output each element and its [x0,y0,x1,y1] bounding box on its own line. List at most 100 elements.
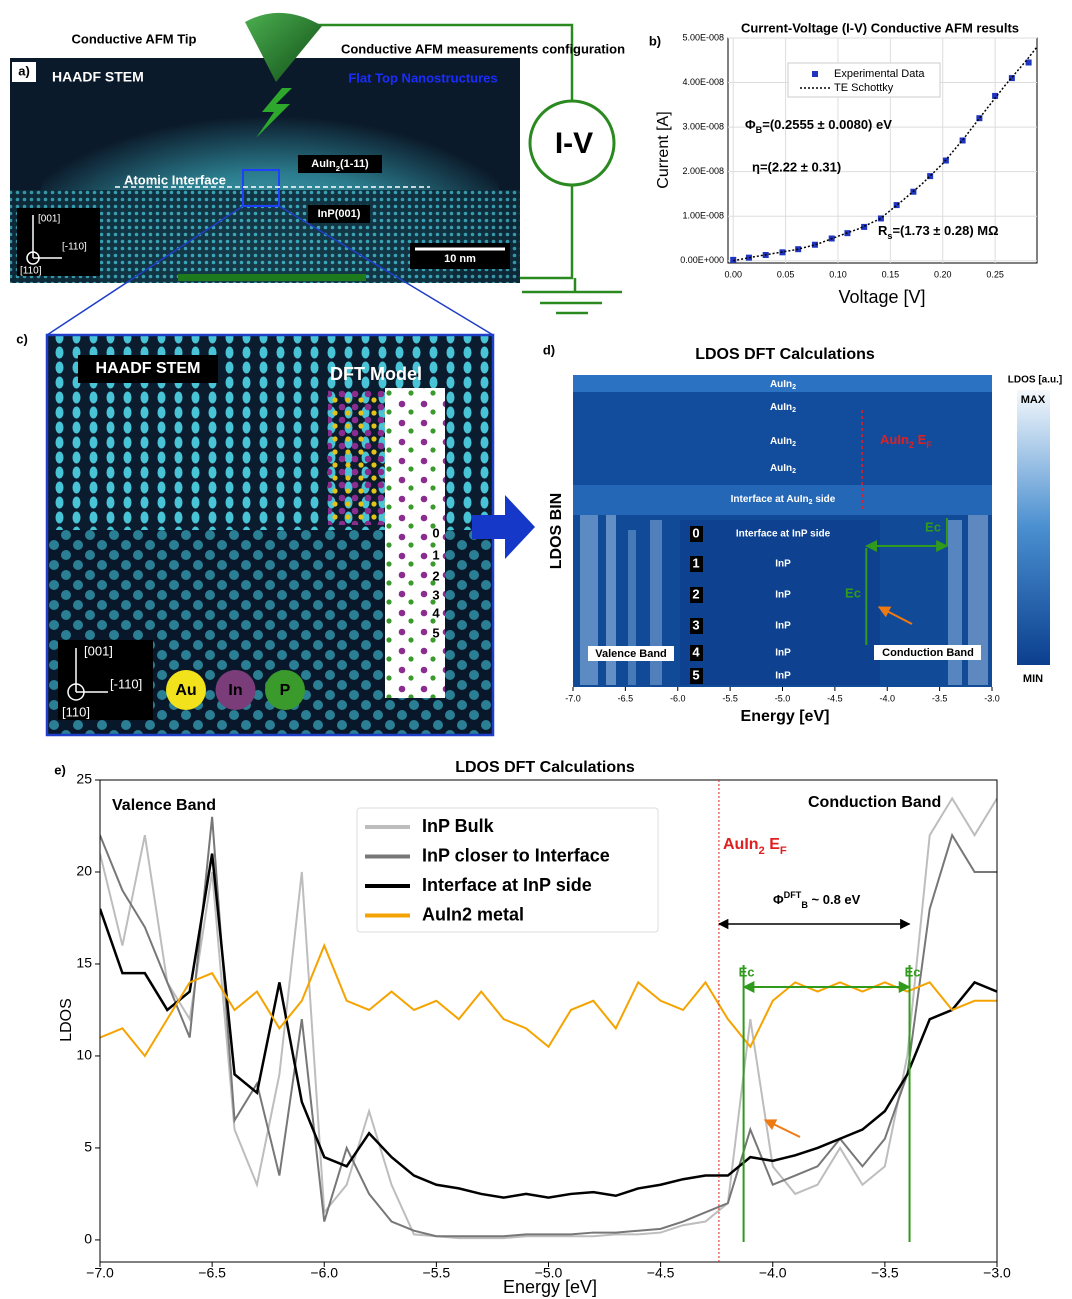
xticks: -6.5 [618,693,634,703]
text-part: Φ [745,117,756,132]
bins: 0 [432,525,439,540]
rows: Interface at AuIn2 side [731,494,836,507]
name: AuIn2 metal [422,904,524,924]
label: 3.00E-008 [682,121,724,131]
label: −3.0 [983,1265,1011,1281]
band-labels: Conduction Band [808,794,941,811]
bin-box [690,668,703,684]
bins: 0 [692,525,699,540]
label: −3.5 [871,1265,899,1281]
yticks: 0 [84,1231,92,1247]
rows: InP [775,559,791,570]
directions: [001] [84,643,113,658]
text-part: 2 [909,440,914,450]
text-part: F [780,845,787,857]
name: InP Bulk [422,816,495,836]
legend-marker [812,71,818,77]
circuit-wire [300,23,577,292]
data-point [959,137,966,144]
y-label: LDOS BIN [548,493,565,569]
yticks: 15 [76,955,92,971]
bin-box [690,587,703,603]
ec-label: Ec [925,519,941,534]
zoom-lines [46,205,494,336]
panel-label: d) [543,342,555,357]
afm-tip [245,12,322,83]
name: Au [175,682,196,699]
text-part: AuIn [770,436,792,447]
x-label: Energy [eV] [741,708,830,725]
orange-arrow [877,606,913,625]
dft-model-top [328,390,385,525]
label-box [298,155,382,173]
element-swatch [166,670,206,710]
text-part: DFT [784,890,802,900]
annotations: η=(2.22 ± 0.31) [752,159,841,174]
ec-label: Ec [905,964,921,979]
rows: InP [775,621,791,632]
bins: 2 [692,586,699,601]
directions: [-110] [62,242,87,253]
annotations: Rs=(1.73 ± 0.28) MΩ [878,223,999,241]
colorbar [1017,390,1050,665]
tip-label: Conductive AFM Tip [72,31,197,46]
panel-label: e) [54,762,66,777]
zoom-box [242,169,280,207]
colorbar-min: MIN [1023,673,1043,685]
fit-line [733,46,1038,262]
text-part: 2 [792,468,796,475]
text-part: R [878,223,888,238]
label-box [308,205,370,223]
label: -7.0 [565,693,581,703]
ldos-line [100,816,997,1238]
bins: 1 [692,555,699,570]
iv-meter [528,99,616,187]
ldos-line [100,796,997,1240]
ec-label: Ec [845,585,861,600]
y-label: Current [A] [655,111,672,188]
directions: [110] [62,704,90,719]
label: 2.00E-008 [682,166,724,176]
text-part: B [756,125,763,135]
directions: [110] [20,266,42,277]
ground [522,290,622,315]
text-part: E [765,836,780,853]
heatmap-row [573,392,992,485]
element-swatch [265,670,305,710]
label-box [78,355,218,383]
rows: AuIn2 [770,379,796,392]
text-part: AuIn [770,379,792,390]
heatmap-row [573,485,992,515]
text-part: 2 [336,164,340,173]
data-point [1008,75,1015,82]
legend-box [356,807,659,933]
text-part: (1-11) [340,158,369,170]
label: 0.20 [934,269,952,279]
name: Interface at InP side [422,875,592,895]
label: -6.0 [670,693,686,703]
text-part: E [914,432,927,447]
rows: InP [775,590,791,601]
top-layer: AuIn2(1-11) [311,158,369,173]
bins: 2 [432,568,439,583]
direction-axes [32,215,62,259]
label: −4.5 [647,1265,675,1281]
band-labels: Valence Band [595,648,667,660]
bins: 4 [692,644,700,659]
element-swatch [215,670,256,710]
label-box [874,645,981,660]
text-part: ~ 0.8 eV [808,892,861,907]
label-box [12,62,36,82]
image-subtitle: Flat Top Nanostructures [348,70,497,85]
image-title: HAADF STEM [52,69,144,85]
fermi-label: AuIn2 EF [723,836,787,857]
text-part: B [801,900,808,910]
label-box [588,646,674,661]
text-part: =(0.2555 ± 0.0080) eV [762,117,892,132]
directions: [001] [38,214,60,225]
xticks: -5.5 [722,693,738,703]
xticks: -3.5 [932,693,948,703]
text-part: AuIn [880,432,909,447]
yticks: 10 [76,1047,92,1063]
